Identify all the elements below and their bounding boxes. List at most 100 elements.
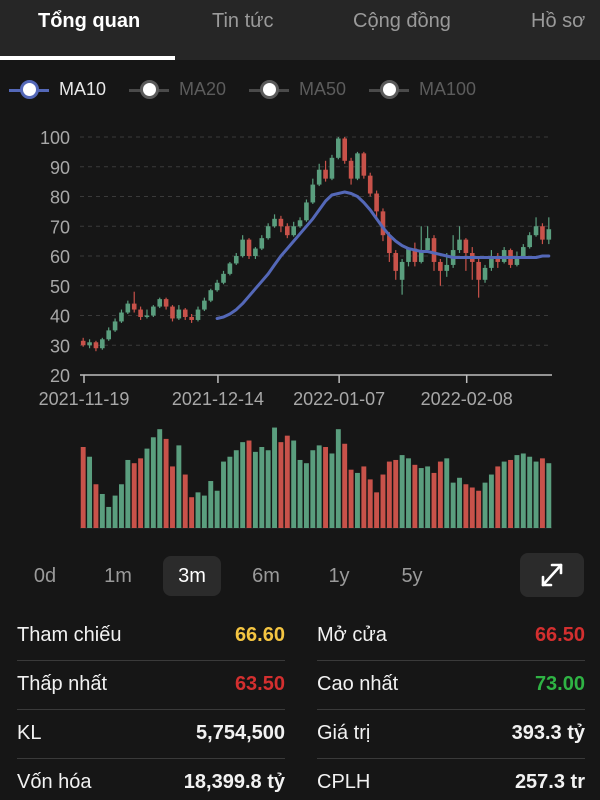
- stat-value: 18,399.8 tỷ: [183, 771, 285, 793]
- ma10-line: [215, 190, 551, 320]
- range-1m-button[interactable]: 1m: [104, 565, 132, 587]
- y-axis-ticks: 100 90 80 70 60 50 40 30 20: [40, 128, 70, 386]
- y-tick-label: 30: [50, 336, 70, 356]
- candle-body: [202, 300, 207, 310]
- legend-label: MA50: [299, 79, 347, 99]
- volume-bar: [533, 461, 539, 528]
- expand-icon: [541, 563, 563, 587]
- stat-value: 73.00: [534, 673, 585, 695]
- y-tick-label: 80: [50, 188, 70, 208]
- volume-bar: [201, 495, 207, 528]
- stat-label: Cao nhất: [317, 673, 399, 695]
- y-tick-label: 20: [50, 366, 70, 386]
- tab-overview[interactable]: Tổng quan: [38, 10, 141, 32]
- stat-value: 393.3 tỷ: [511, 722, 585, 744]
- y-tick-label: 50: [50, 277, 70, 297]
- legend-dot-icon: [20, 80, 39, 99]
- range-3m-button[interactable]: 3m: [163, 556, 221, 596]
- volume-bar: [348, 469, 354, 528]
- volume-bar: [278, 442, 284, 528]
- volume-bar: [182, 474, 188, 528]
- candle-body: [374, 193, 379, 212]
- volume-bar: [227, 456, 233, 528]
- range-0d-button[interactable]: 0d: [33, 565, 57, 587]
- fullscreen-button[interactable]: [520, 553, 584, 597]
- candle-body: [336, 138, 341, 158]
- tab-news[interactable]: Tin tức: [212, 10, 274, 32]
- range-1y-button[interactable]: 1y: [328, 565, 350, 587]
- candle-body: [144, 315, 150, 317]
- volume-bar: [469, 487, 475, 528]
- price-chart[interactable]: 100 90 80 70 60 50 40 30 20 2021-11-19 2021-12-14…: [0, 120, 600, 535]
- ma-legend: MA10 MA20 MA50 MA100: [0, 72, 600, 108]
- volume-bar: [246, 440, 252, 528]
- candle-body: [463, 239, 469, 254]
- candle-body: [431, 238, 437, 262]
- candle-body: [406, 248, 411, 262]
- stat-value-traded: Giá trị 393.3 tỷ: [317, 710, 585, 759]
- volume-bar: [476, 490, 482, 528]
- candle-body: [546, 229, 552, 240]
- volume-bar: [316, 445, 322, 528]
- legend-dot-icon: [380, 80, 399, 99]
- range-6m-button[interactable]: 6m: [252, 565, 280, 587]
- volume-bar: [342, 443, 348, 528]
- volume-bar: [125, 459, 131, 528]
- candle-body: [393, 253, 399, 271]
- stat-volume: KL 5,754,500: [17, 710, 285, 759]
- candle-body: [240, 239, 245, 256]
- candle-body: [520, 247, 526, 256]
- volume-bar: [87, 456, 93, 528]
- tab-community[interactable]: Cộng đồng: [353, 10, 451, 32]
- volume-bar: [240, 442, 246, 528]
- x-axis: 2021-11-19 2021-12-14 2022-01-07 2022-02-08: [39, 374, 552, 409]
- candle-body: [151, 306, 156, 316]
- volume-bar: [310, 450, 316, 528]
- volume-bar: [482, 482, 488, 528]
- candle-body: [514, 256, 520, 265]
- candle-body: [138, 309, 143, 317]
- volume-bar: [138, 458, 144, 528]
- candle-body: [265, 226, 271, 239]
- volume-bar: [425, 466, 431, 528]
- stat-shares-outstanding: CPLH 257.3 tr: [317, 759, 585, 800]
- candlesticks: [80, 137, 552, 352]
- candle-body: [310, 184, 316, 203]
- stat-label: Giá trị: [317, 722, 371, 744]
- volume-bar: [450, 482, 456, 528]
- candle-body: [87, 342, 92, 346]
- candle-body: [482, 267, 488, 280]
- legend-label: MA100: [419, 79, 477, 99]
- tab-profile[interactable]: Hồ sơ: [531, 10, 586, 32]
- candle-body: [112, 321, 118, 331]
- candle-body: [412, 248, 418, 262]
- legend-dot-icon: [140, 80, 159, 99]
- candle-body: [323, 169, 328, 179]
- volume-bar: [444, 458, 450, 528]
- candle-body: [80, 340, 86, 346]
- candle-body: [297, 220, 303, 227]
- candle-body: [221, 273, 226, 283]
- volume-bar: [99, 493, 105, 528]
- volume-bar: [297, 459, 303, 528]
- candle-body: [284, 226, 290, 236]
- range-5y-button[interactable]: 5y: [401, 565, 423, 587]
- range-selector: 0d 1m 3m 6m 1y 5y: [0, 553, 600, 599]
- candle-body: [361, 153, 367, 176]
- volume-bar: [284, 435, 290, 528]
- volume-bar: [208, 481, 214, 528]
- stat-label: Mở cửa: [317, 624, 387, 646]
- volume-bar: [252, 451, 258, 528]
- candle-body: [246, 239, 252, 256]
- volume-bar: [303, 463, 309, 528]
- x-tick-label: 2022-02-08: [421, 389, 513, 409]
- candle-body: [208, 290, 214, 301]
- stat-market-cap: Vốn hóa 18,399.8 tỷ: [17, 759, 285, 800]
- legend-label: MA10: [59, 79, 107, 99]
- y-tick-label: 40: [50, 307, 70, 327]
- y-tick-label: 90: [50, 158, 70, 178]
- volume-bar: [508, 459, 513, 528]
- volume-bar: [259, 447, 265, 528]
- volume-bar: [514, 455, 520, 528]
- candle-body: [444, 264, 450, 271]
